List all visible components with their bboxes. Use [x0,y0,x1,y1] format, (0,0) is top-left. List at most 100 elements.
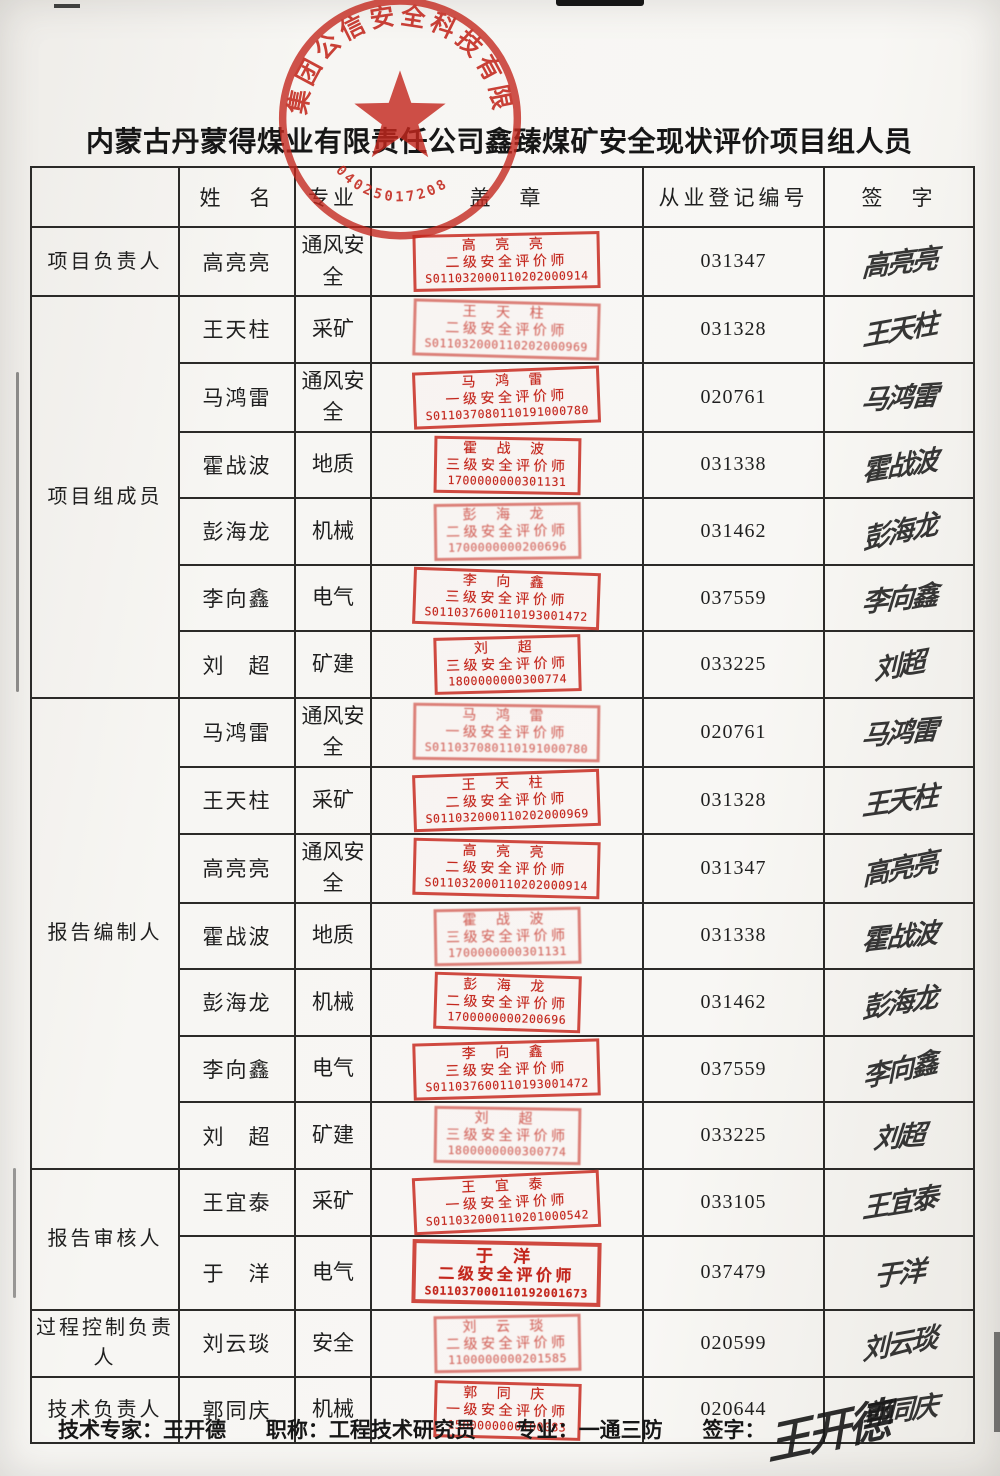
handwritten-signature: 刘超 [872,1119,926,1156]
stamp-number: 1700000000301131 [447,472,567,489]
stamp-cell: 王 天 柱二级安全评价师 S011032000110202000969 [370,295,644,364]
signature-cell: 于洋 [823,1234,975,1312]
member-specialty: 通风安全 [294,361,372,433]
registration-number: 033225 [642,630,825,699]
stamp-number: 1700000000301131 [447,943,567,960]
registration-number: 037559 [642,1034,825,1104]
section-role-cell: 技术负责人 [30,1375,180,1445]
expert-footer-line: 技术专家：王开德 职称：工程技术研究员 专业：一通三防 签字：王开德 [58,1386,978,1471]
certification-stamp: 王 宜 泰一级安全评价师 S011032000110201000542 [412,1169,602,1235]
member-specialty: 安全 [294,1309,372,1378]
signature-cell: 高亮亮 [823,832,975,904]
member-specialty: 地质 [294,430,372,500]
header-role [30,166,180,228]
registration-number: 031347 [642,832,825,904]
signature-cell: 王宜泰 [823,1167,975,1237]
scan-artifact-left-edge-2 [13,1168,16,1298]
signature-cell: 刘超 [823,630,975,699]
registration-number: 031347 [642,226,825,297]
member-name: 高亮亮 [178,832,296,904]
registration-number: 031338 [642,430,825,500]
handwritten-signature: 李向鑫 [860,579,938,620]
member-specialty: 矿建 [294,1101,372,1170]
member-specialty: 采矿 [294,765,372,835]
major-label: 专业： [515,1419,579,1442]
handwritten-signature: 刘云琰 [862,1322,936,1368]
member-name: 李向鑫 [178,563,296,633]
handwritten-signature: 于洋 [873,1255,925,1294]
member-name: 马鸿雷 [178,361,296,433]
personnel-row: 高亮亮 通风安全高 亮 亮二级安全评价师 S01103200011020200091… [31,832,975,904]
member-specialty: 电气 [294,1034,372,1104]
scan-artifact-top-left [54,4,80,8]
registration-number: 031328 [642,295,825,364]
handwritten-signature: 刘超 [874,646,924,687]
member-name: 刘 超 [178,630,296,699]
member-specialty: 矿建 [294,630,372,699]
member-specialty: 通风安全 [294,696,372,768]
stamp-number: 1800000000300774 [447,1143,567,1160]
certification-stamp: 李 向 鑫三级安全评价师 S011037600110193001472 [412,1038,602,1100]
handwritten-signature: 霍战波 [860,917,938,958]
member-specialty: 电气 [294,563,372,633]
registration-number: 037479 [642,1234,825,1312]
member-name: 霍战波 [178,901,296,971]
member-specialty: 采矿 [294,295,372,364]
stamp-cell: 李 向 鑫三级安全评价师 S011037600110193001472 [370,563,644,633]
handwritten-signature: 彭海龙 [861,509,937,557]
member-name: 王宜泰 [178,1167,296,1237]
member-specialty: 机械 [294,968,372,1037]
registration-number: 031462 [642,497,825,566]
stamp-cell: 郭 同 庆一级安全评价师 1500000000100083 [370,1375,644,1445]
personnel-row: 彭海龙 机械彭 海 龙二级安全评价师 1700000000200696 031462 彭… [31,968,975,1037]
handwritten-signature: 霍战波 [861,444,937,489]
signature-cell: 李向鑫 [823,1034,975,1104]
expert-label: 技术专家： [58,1419,163,1442]
certification-stamp: 刘 云 琰二级安全评价师 1100000000201585 [433,1313,581,1373]
signature-cell: 李向鑫 [823,563,975,633]
certification-stamp: 马 鸿 雷一级安全评价师 S011037080110191000780 [412,702,602,763]
handwritten-signature: 王天柱 [861,780,937,823]
handwritten-signature: 高亮亮 [860,242,937,284]
section-role-cell: 过程控制负责人 [30,1309,180,1378]
stamp-number: 1700000000200696 [446,1009,567,1028]
scan-artifact-right-edge [994,1332,1000,1432]
header-registration-number: 从业登记编号 [642,166,825,228]
stamp-number: 1700000000200696 [447,539,567,556]
personnel-row: 报告审核人 王宜泰 采矿王 宜 泰一级安全评价师 S01103200011020100… [30,1167,975,1312]
signature-cell: 王天柱 [823,765,975,835]
personnel-row: 项目组成员 王天柱 采矿王 天 柱二级安全评价师 S01103200011020200… [30,295,975,699]
member-name: 王天柱 [178,765,296,835]
certification-stamp: 马 鸿 雷一级安全评价师 S011037080110191000780 [412,365,602,429]
stamp-name: 于 洋 [476,1245,539,1267]
stamp-name: 刘 云 琰 [462,1319,552,1336]
member-specialty: 通风安全 [294,832,372,904]
expert-name: 王开德 [163,1419,226,1442]
stamp-number: S011032000110202000969 [424,335,589,355]
header-signature: 签 字 [823,166,975,228]
registration-number: 020644 [642,1375,825,1445]
table-header-row: 姓 名 专业 盖 章 从业登记编号 签 字 [30,166,975,228]
stamp-cell: 霍 战 波三级安全评价师 1700000000301131 [370,430,644,500]
member-name: 李向鑫 [178,1034,296,1104]
handwritten-signature: 李向鑫 [861,1047,937,1095]
handwritten-signature: 高亮亮 [861,846,937,893]
stamp-cell: 霍 战 波三级安全评价师 1700000000301131 [370,901,644,971]
stamp-cell: 高 亮 亮二级安全评价师 S011032000110202000914 [370,832,644,904]
job-title-value: 工程技术研究员 [328,1419,476,1442]
certification-stamp: 高 亮 亮二级安全评价师 S011032000110202000914 [412,231,602,292]
certification-stamp: 李 向 鑫三级安全评价师 S011037600110193001472 [412,566,602,630]
stamp-cell: 马 鸿 雷一级安全评价师 S011037080110191000780 [370,361,644,433]
personnel-row: 过程控制负责人 刘云琰 安全 刘 云 琰二级安全评价师 1100000000201585… [30,1309,975,1378]
stamp-number: S011037600110193001472 [425,1075,590,1095]
header-name: 姓 名 [178,166,296,228]
stamp-number: S011032000110202000969 [425,806,590,826]
personnel-row: 刘 超矿建 刘 超三级安全评价师 1800000000300774 033225 刘超 [31,1101,975,1170]
member-name: 于 洋 [178,1234,296,1312]
member-specialty: 机械 [294,1375,372,1445]
member-specialty: 地质 [294,901,372,971]
certification-stamp: 高 亮 亮二级安全评价师 S011032000110202000914 [412,837,602,899]
stamp-cell: 刘 超三级安全评价师 1800000000300774 [370,630,644,699]
personnel-row: 李向鑫 电气李 向 鑫三级安全评价师 S011037600110193001472 0… [31,1034,975,1104]
svg-text:集团公信安全科技有限公司: 集团公信安全科技有限公司 [272,0,516,117]
